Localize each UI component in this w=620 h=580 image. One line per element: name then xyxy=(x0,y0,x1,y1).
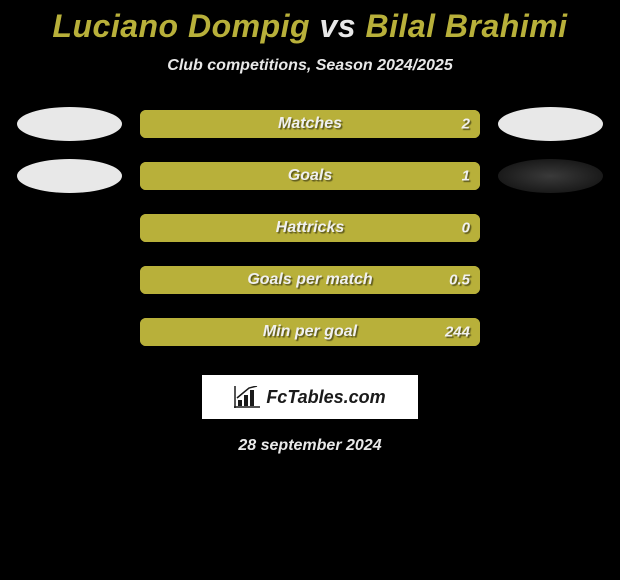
player2-name: Bilal Brahimi xyxy=(365,8,567,44)
stat-bar: Min per goal 244 xyxy=(140,318,480,346)
bar-label: Min per goal xyxy=(263,323,357,341)
bar-label: Goals per match xyxy=(247,271,372,289)
vs-text: vs xyxy=(319,8,356,44)
right-ellipse xyxy=(498,159,603,193)
left-ellipse xyxy=(17,159,122,193)
bar-value: 2 xyxy=(462,116,470,133)
bar-chart-icon xyxy=(234,386,260,408)
player1-name: Luciano Dompig xyxy=(52,8,310,44)
page-title: Luciano Dompig vs Bilal Brahimi xyxy=(0,8,620,45)
bar-label: Hattricks xyxy=(276,219,344,237)
stat-row: Matches 2 xyxy=(0,107,620,141)
stat-rows: Matches 2 Goals 1 Hattricks 0 Goals per match 0… xyxy=(0,107,620,349)
subtitle: Club competitions, Season 2024/2025 xyxy=(0,57,620,75)
stat-bar: Matches 2 xyxy=(140,110,480,138)
date-label: 28 september 2024 xyxy=(0,437,620,455)
right-ellipse xyxy=(498,107,603,141)
stat-row: Goals per match 0.5 xyxy=(0,263,620,297)
source-logo: FcTables.com xyxy=(202,375,418,419)
left-ellipse xyxy=(17,107,122,141)
stat-bar: Goals per match 0.5 xyxy=(140,266,480,294)
stat-row: Goals 1 xyxy=(0,159,620,193)
stat-row: Hattricks 0 xyxy=(0,211,620,245)
logo-text: FcTables.com xyxy=(266,387,385,408)
stat-row: Min per goal 244 xyxy=(0,315,620,349)
bar-value: 1 xyxy=(462,168,470,185)
stat-bar: Hattricks 0 xyxy=(140,214,480,242)
comparison-card: Luciano Dompig vs Bilal Brahimi Club com… xyxy=(0,0,620,455)
bar-value: 244 xyxy=(445,324,470,341)
bar-value: 0 xyxy=(462,220,470,237)
bar-label: Goals xyxy=(288,167,332,185)
stat-bar: Goals 1 xyxy=(140,162,480,190)
bar-value: 0.5 xyxy=(449,272,470,289)
bar-label: Matches xyxy=(278,115,342,133)
